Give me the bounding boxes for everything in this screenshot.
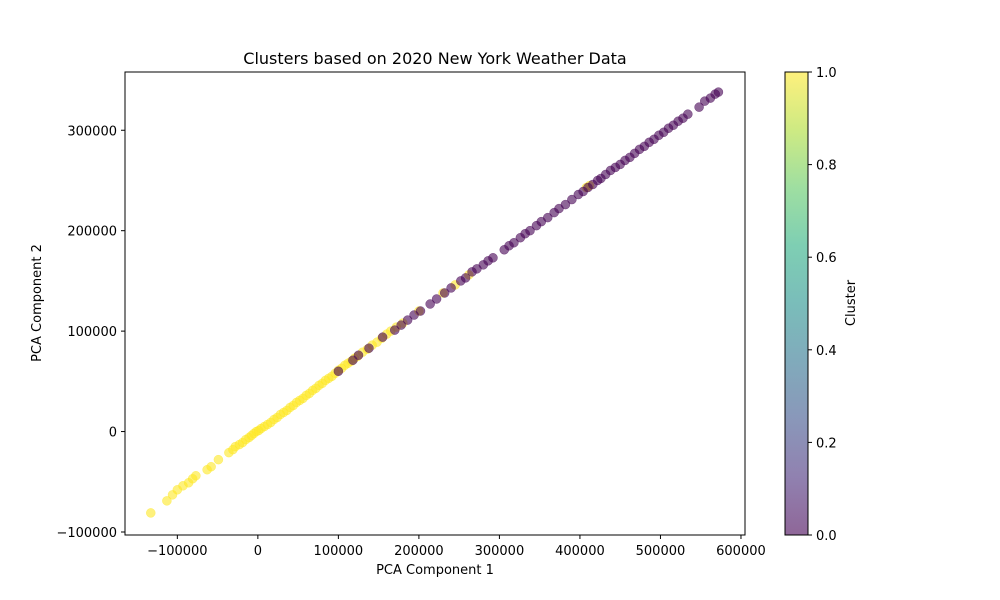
data-point-cluster-0 xyxy=(439,288,450,298)
data-point-cluster-0 xyxy=(333,366,344,377)
colorbar-label: Cluster xyxy=(844,279,859,326)
points-layer xyxy=(146,87,724,518)
data-point-cluster-0 xyxy=(353,350,364,360)
data-point-cluster-0 xyxy=(402,315,413,325)
data-point-cluster-1 xyxy=(191,470,201,481)
colorbar-tick-label: 0.8 xyxy=(816,159,837,174)
data-point-cluster-0 xyxy=(431,294,442,304)
data-point-cluster-0 xyxy=(542,212,553,223)
x-tick-label: 200000 xyxy=(394,544,444,559)
data-point-cluster-0 xyxy=(509,237,519,248)
colorbar-tick-label: 1.0 xyxy=(816,66,837,81)
chart-title: Clusters based on 2020 New York Weather … xyxy=(243,49,626,68)
x-axis: −100000 0 100000 200000 300000 400000 500000 60… xyxy=(147,535,766,559)
colorbar-tick-label: 0.6 xyxy=(816,251,837,266)
colorbar: 0.0 0.2 0.4 0.6 0.8 1.0 Cluster xyxy=(784,66,859,544)
data-point-cluster-0 xyxy=(683,109,693,119)
colorbar-tick-label: 0.4 xyxy=(816,344,837,359)
data-point-cluster-0 xyxy=(560,199,571,210)
x-tick-label: 600000 xyxy=(716,544,766,559)
data-point-cluster-0 xyxy=(396,320,406,330)
data-point-cluster-0 xyxy=(488,253,498,263)
data-point-cluster-0 xyxy=(377,332,388,342)
data-point-cluster-0 xyxy=(446,283,456,293)
y-tick-label: 200000 xyxy=(67,225,117,240)
y-tick-label: −100000 xyxy=(56,526,117,541)
y-axis-label: PCA Component 2 xyxy=(30,244,45,362)
y-tick-label: 300000 xyxy=(67,124,117,139)
x-tick-label: 400000 xyxy=(555,544,605,559)
x-tick-label: 0 xyxy=(254,544,262,559)
x-tick-label: 500000 xyxy=(636,544,686,559)
data-point-cluster-0 xyxy=(525,225,535,236)
y-axis: −100000 0 100000 200000 300000 xyxy=(56,124,125,541)
colorbar-gradient xyxy=(785,72,808,535)
x-tick-label: 100000 xyxy=(314,544,364,559)
colorbar-frame xyxy=(784,71,809,536)
data-point-cluster-0 xyxy=(415,306,426,316)
colorbar-ticks: 0.0 0.2 0.4 0.6 0.8 1.0 xyxy=(808,66,837,544)
data-point-cluster-0 xyxy=(713,87,724,97)
colorbar-tick-label: 0.2 xyxy=(816,436,837,451)
data-point-cluster-1 xyxy=(213,454,224,465)
data-point-cluster-0 xyxy=(694,102,704,112)
data-point-cluster-0 xyxy=(364,343,374,353)
data-point-cluster-0 xyxy=(389,325,400,335)
y-tick-label: 100000 xyxy=(67,325,117,340)
data-point-cluster-0 xyxy=(567,194,577,205)
x-tick-label: −100000 xyxy=(147,544,208,559)
data-point-cluster-1 xyxy=(206,461,216,472)
y-tick-label: 0 xyxy=(109,426,117,441)
data-point-cluster-0 xyxy=(425,299,435,309)
data-point-cluster-1 xyxy=(146,508,156,518)
x-tick-label: 300000 xyxy=(475,544,525,559)
data-point-cluster-0 xyxy=(460,273,471,283)
colorbar-tick-label: 0.0 xyxy=(816,529,837,544)
data-point-cluster-1 xyxy=(162,496,172,506)
plot-frame xyxy=(124,71,746,536)
x-axis-label: PCA Component 1 xyxy=(376,563,494,578)
